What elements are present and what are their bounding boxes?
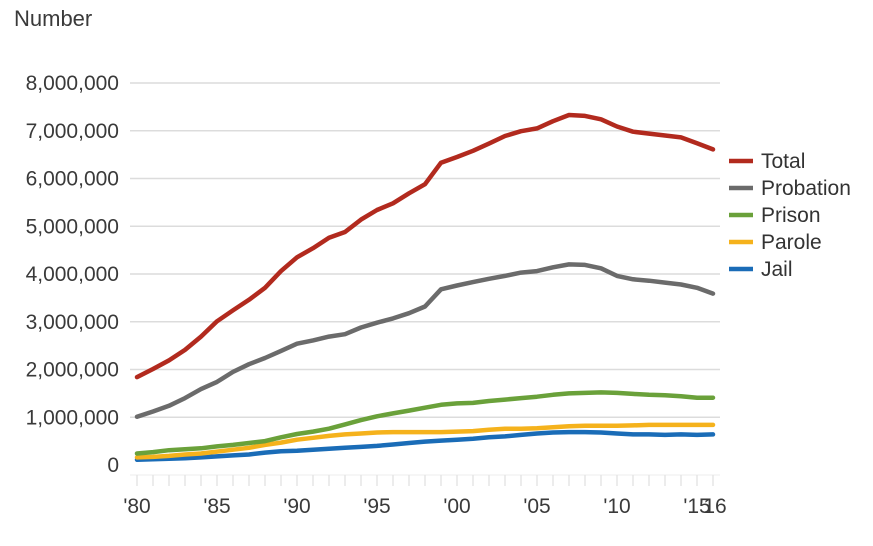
legend-label-total: Total — [761, 150, 805, 173]
y-tick-label: 2,000,000 — [26, 359, 119, 382]
gridlines — [130, 82, 720, 418]
x-tick-label: '85 — [203, 495, 230, 518]
y-tick-label: 4,000,000 — [26, 263, 119, 286]
legend-label-jail: Jail — [761, 258, 793, 281]
y-tick-label: 8,000,000 — [26, 72, 119, 95]
x-tick-label: '15 — [683, 495, 710, 518]
x-tick-label: '95 — [363, 495, 390, 518]
y-tick-label: 6,000,000 — [26, 168, 119, 191]
x-tick-label: '80 — [123, 495, 150, 518]
x-tick-label: '16 — [699, 495, 726, 518]
y-tick-label: 3,000,000 — [26, 311, 119, 334]
x-tick-label: '10 — [603, 495, 630, 518]
series-lines — [134, 112, 716, 462]
x-tick-label: '90 — [283, 495, 310, 518]
series-line-prison — [134, 390, 716, 456]
x-axis-ticks: '80 '85 '90 '95 '00 '05 '10 '15'16 — [123, 474, 727, 518]
x-tick-label: '05 — [523, 495, 550, 518]
series-line-probation — [134, 262, 716, 420]
series-line-total — [134, 112, 716, 380]
y-axis-title: Number — [14, 6, 92, 31]
y-tick-label: 7,000,000 — [26, 120, 119, 143]
y-tick-label: 1,000,000 — [26, 406, 119, 429]
y-tick-label: 0 — [107, 454, 119, 477]
legend-label-probation: Probation — [761, 177, 851, 200]
y-axis-ticks: 0 1,000,000 2,000,000 3,000,000 4,000,000 5,0… — [26, 72, 119, 477]
legend: Total Probation Prison Parole Jail — [729, 150, 851, 281]
y-tick-label: 5,000,000 — [26, 215, 119, 238]
legend-label-parole: Parole — [761, 231, 822, 254]
series-line-parole — [134, 422, 716, 460]
series-line-jail — [134, 429, 716, 462]
x-tick-label: '00 — [443, 495, 470, 518]
legend-label-prison: Prison — [761, 204, 821, 227]
